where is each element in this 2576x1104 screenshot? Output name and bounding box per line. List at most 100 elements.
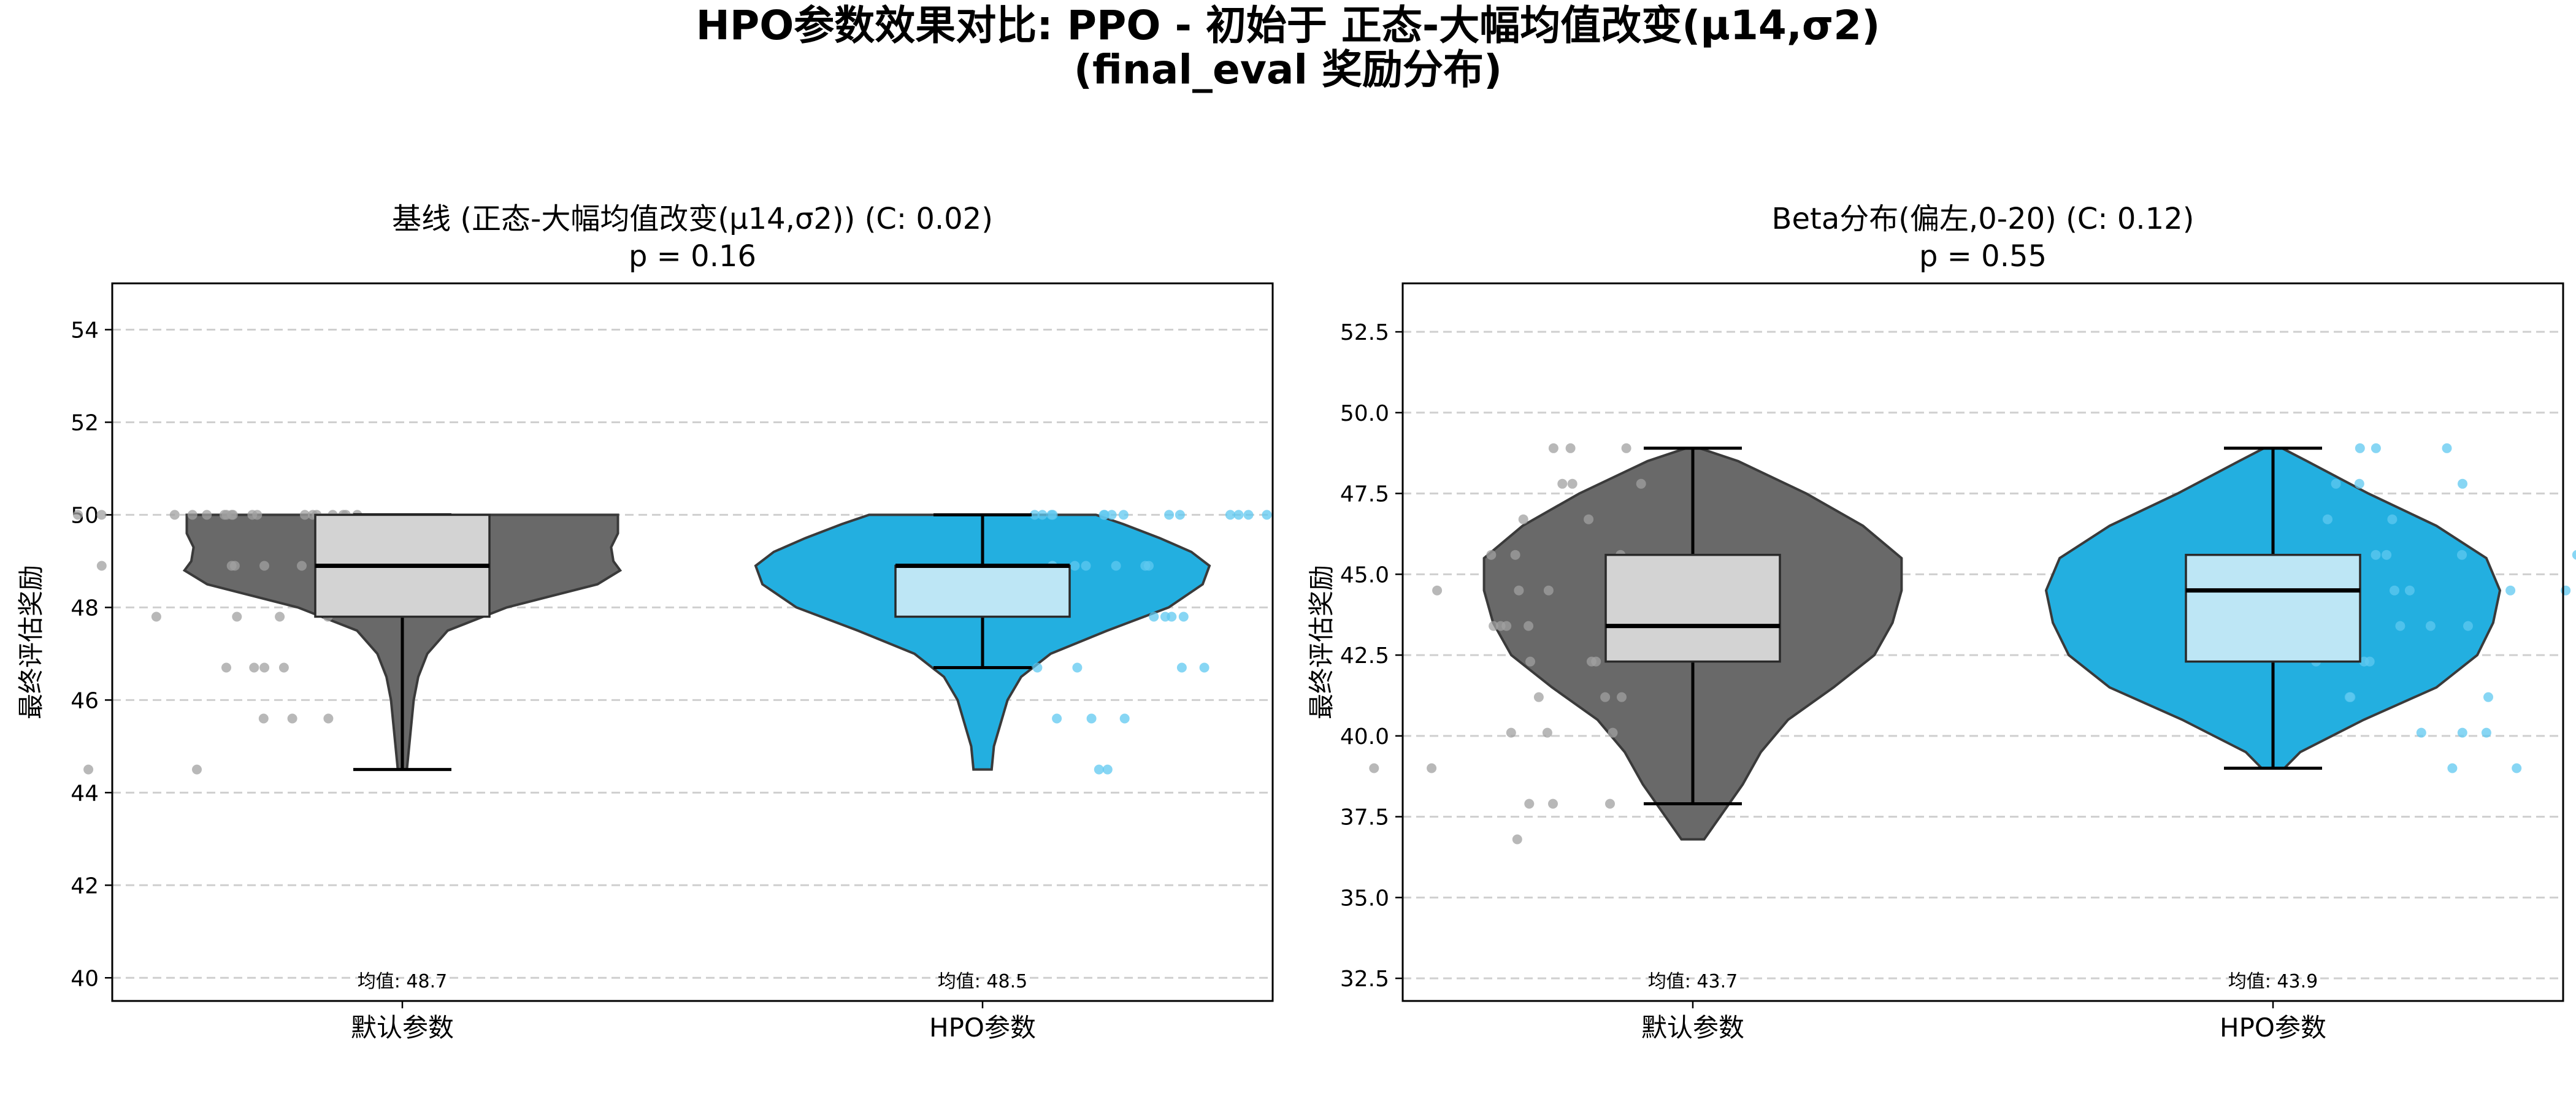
data-point	[1621, 443, 1631, 453]
data-point	[2481, 727, 2491, 738]
figure-title-line2: (final_eval 奖励分布)	[1073, 46, 1503, 93]
data-point	[2390, 585, 2399, 596]
data-point	[83, 764, 94, 775]
y-tick-label: 50.0	[1340, 401, 1389, 426]
y-tick-label: 44	[71, 781, 99, 806]
data-point	[2323, 514, 2333, 524]
mean-label: 均值: 43.7	[1648, 971, 1738, 992]
axes-frame	[1401, 282, 2564, 1002]
data-point	[259, 561, 269, 571]
mean-label: 均值: 43.9	[2228, 971, 2318, 992]
y-tick-label: 32.5	[1340, 967, 1389, 992]
mean-label: 均值: 48.7	[358, 971, 447, 992]
data-point	[249, 662, 259, 673]
data-point	[2447, 763, 2458, 773]
data-point	[1119, 713, 1130, 724]
mean-label: 均值: 48.5	[938, 971, 1027, 992]
data-point	[1037, 510, 1048, 520]
data-point	[1102, 764, 1113, 775]
data-point	[1106, 510, 1117, 520]
y-tick-label: 42	[71, 873, 99, 899]
data-point	[1427, 763, 1437, 773]
data-point	[1543, 585, 1554, 596]
data-point	[1149, 611, 1159, 622]
data-point	[1506, 727, 1516, 738]
data-point	[323, 713, 334, 724]
x-tick-label: HPO参数	[929, 1013, 1036, 1043]
chart-subtitle: p = 0.16	[629, 239, 756, 274]
chart-panel-2: 32.5 35.0 37.5 40.0 42.5 45.0 47.5 50.0 52.5 均值: …	[1306, 202, 2576, 1043]
data-point	[151, 611, 161, 622]
violin-group-1: 均值: 48.7	[73, 510, 623, 992]
data-point	[1525, 656, 1535, 667]
data-point	[169, 510, 180, 520]
data-point	[1533, 692, 1544, 702]
data-point	[1548, 443, 1558, 453]
data-point	[202, 510, 212, 520]
data-point	[1557, 478, 1568, 489]
data-point	[1233, 510, 1244, 520]
data-point	[2483, 692, 2493, 702]
data-point	[2425, 621, 2436, 631]
x-tick-label: 默认参数	[1641, 1013, 1744, 1043]
data-point	[2395, 621, 2405, 631]
data-point	[1600, 692, 1611, 702]
data-point	[1608, 727, 1618, 738]
data-point	[1176, 662, 1187, 673]
y-tick-label: 40	[71, 966, 99, 991]
data-point	[96, 510, 107, 520]
y-axis-label: 最终评估奖励	[1306, 565, 1336, 719]
data-point	[297, 561, 307, 571]
data-point	[287, 713, 297, 724]
data-point	[1081, 561, 1091, 571]
data-point	[96, 561, 107, 571]
data-point	[247, 510, 258, 520]
data-point	[232, 611, 242, 622]
data-point	[1518, 514, 1528, 524]
data-point	[259, 662, 270, 673]
data-point	[1512, 834, 1522, 845]
data-point	[221, 662, 231, 673]
y-tick-label: 37.5	[1340, 805, 1389, 830]
data-point	[1510, 550, 1520, 560]
y-tick-label: 54	[71, 318, 99, 343]
data-point	[2416, 727, 2426, 738]
data-point	[192, 764, 202, 775]
data-point	[278, 662, 289, 673]
data-point	[1432, 585, 1443, 596]
y-axis-label: 最终评估奖励	[16, 565, 46, 719]
data-point	[1111, 561, 1121, 571]
data-point	[1369, 763, 1379, 773]
y-tick-label: 48	[71, 596, 99, 621]
data-point	[1524, 799, 1535, 809]
data-point	[1199, 662, 1209, 673]
axes-frame	[111, 282, 1274, 1002]
data-point	[73, 510, 83, 520]
data-point	[1584, 514, 1594, 524]
data-point	[1548, 799, 1558, 809]
data-point	[1144, 561, 1154, 571]
data-point	[2387, 514, 2398, 524]
data-point	[1495, 621, 1506, 631]
chart-title: 基线 (正态-大幅均值改变(μ14,σ2)) (C: 0.02)	[392, 202, 993, 236]
data-point	[1175, 510, 1185, 520]
data-point	[1243, 510, 1254, 520]
y-tick-label: 52.5	[1340, 320, 1389, 345]
data-point	[1565, 443, 1576, 453]
data-point	[2458, 478, 2467, 489]
data-point	[1072, 662, 1083, 673]
data-point	[300, 510, 310, 520]
data-point	[1567, 478, 1577, 489]
data-point	[2331, 478, 2341, 489]
data-point	[2344, 692, 2355, 702]
y-tick-label: 40.0	[1340, 724, 1389, 749]
box-iqr	[1604, 553, 1781, 663]
data-point	[1617, 692, 1627, 702]
data-point	[1032, 662, 1043, 673]
x-tick-label: 默认参数	[351, 1013, 454, 1043]
data-point	[1542, 727, 1552, 738]
y-tick-label: 46	[71, 688, 99, 713]
data-point	[1225, 510, 1235, 520]
